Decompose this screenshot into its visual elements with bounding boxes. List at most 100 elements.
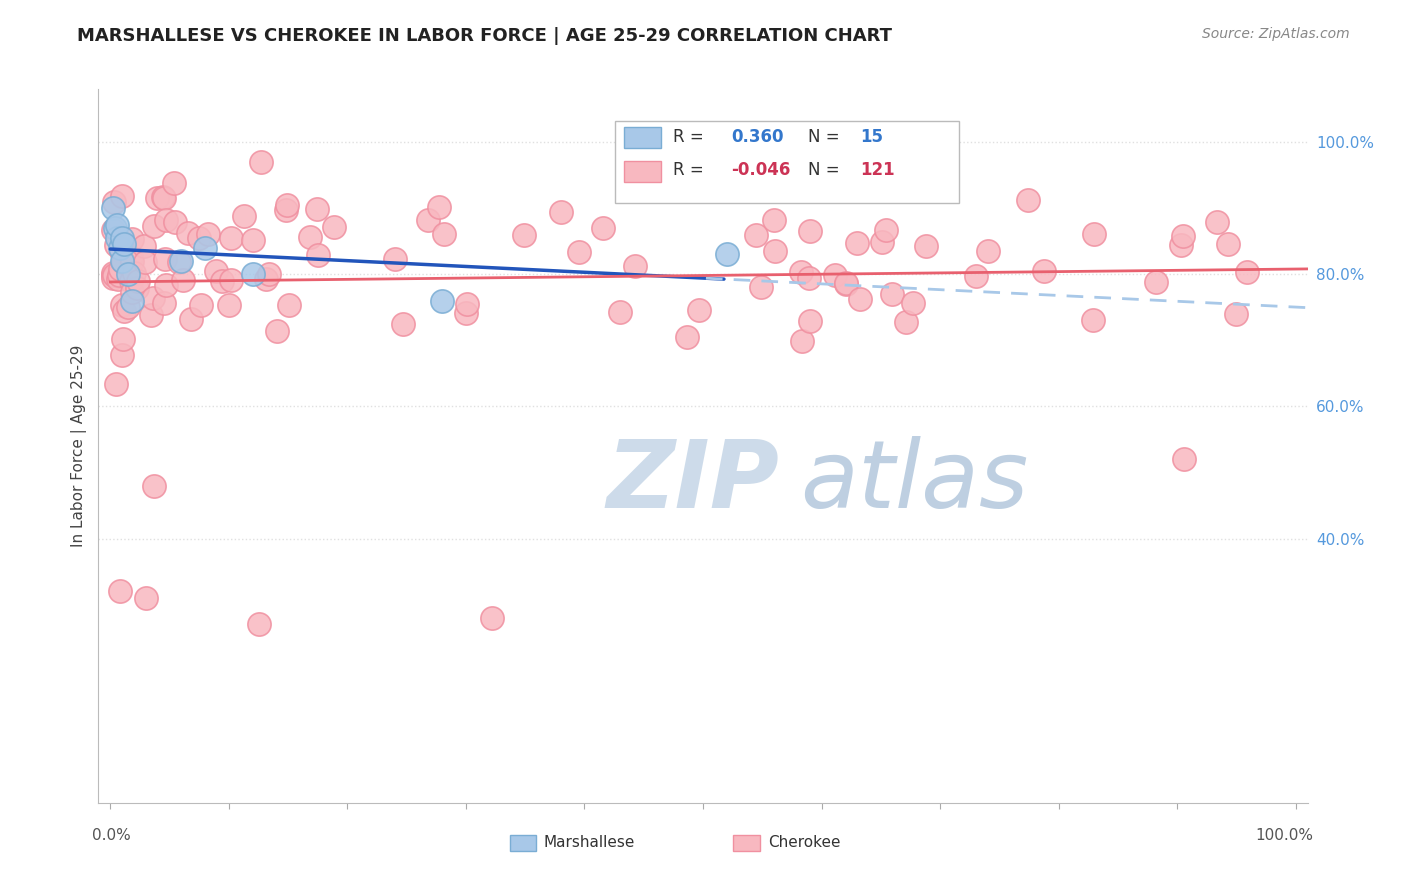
Point bbox=[111, 231, 134, 245]
Point bbox=[870, 235, 893, 250]
Point bbox=[745, 227, 768, 242]
Point bbox=[768, 154, 790, 169]
Point bbox=[266, 324, 288, 338]
Point bbox=[592, 221, 614, 235]
Point bbox=[101, 268, 124, 283]
Point bbox=[103, 195, 125, 210]
Point bbox=[882, 287, 904, 301]
Point bbox=[117, 301, 139, 315]
Point bbox=[391, 317, 413, 331]
Point bbox=[211, 275, 233, 289]
Point bbox=[299, 230, 322, 244]
Point bbox=[120, 250, 142, 264]
FancyBboxPatch shape bbox=[624, 161, 661, 182]
Point bbox=[105, 231, 128, 245]
Point bbox=[242, 233, 264, 247]
Point bbox=[205, 264, 228, 278]
Point bbox=[105, 238, 128, 252]
Text: R =: R = bbox=[672, 128, 703, 146]
Point bbox=[142, 219, 165, 234]
Point bbox=[276, 198, 298, 212]
Point bbox=[163, 177, 186, 191]
Point bbox=[276, 202, 298, 217]
Point bbox=[247, 617, 270, 632]
Point bbox=[799, 314, 821, 328]
Point bbox=[180, 312, 202, 326]
Point bbox=[194, 241, 217, 255]
Point bbox=[1083, 227, 1105, 241]
Point bbox=[454, 306, 477, 320]
Point bbox=[121, 285, 143, 299]
Point bbox=[135, 591, 157, 605]
Text: MARSHALLESE VS CHEROKEE IN LABOR FORCE | AGE 25-29 CORRELATION CHART: MARSHALLESE VS CHEROKEE IN LABOR FORCE |… bbox=[77, 27, 893, 45]
Point bbox=[121, 232, 143, 246]
Point bbox=[167, 255, 190, 269]
Text: N =: N = bbox=[808, 128, 839, 146]
Point bbox=[112, 304, 135, 318]
Point bbox=[763, 212, 786, 227]
Point bbox=[172, 272, 194, 286]
FancyBboxPatch shape bbox=[734, 835, 759, 851]
Point bbox=[121, 293, 143, 308]
Point bbox=[104, 221, 127, 235]
Point bbox=[1205, 215, 1227, 229]
Text: Marshallese: Marshallese bbox=[543, 835, 634, 850]
Point bbox=[111, 298, 134, 312]
FancyBboxPatch shape bbox=[624, 127, 661, 148]
Point bbox=[155, 278, 177, 293]
Point bbox=[894, 314, 917, 328]
Point bbox=[1236, 265, 1258, 279]
Point bbox=[232, 209, 254, 223]
Point bbox=[799, 224, 821, 238]
FancyBboxPatch shape bbox=[614, 121, 959, 203]
Point bbox=[104, 376, 127, 391]
Point bbox=[112, 255, 135, 269]
Point bbox=[101, 271, 124, 285]
Point bbox=[824, 268, 846, 283]
Point bbox=[142, 291, 165, 305]
Point bbox=[1173, 228, 1195, 243]
Point bbox=[110, 261, 132, 276]
Point bbox=[111, 348, 134, 362]
Point bbox=[197, 227, 219, 242]
Point bbox=[120, 275, 142, 289]
Point bbox=[132, 239, 155, 253]
Point bbox=[108, 241, 131, 255]
Point bbox=[792, 334, 814, 349]
Point bbox=[965, 268, 987, 283]
Point bbox=[1173, 452, 1195, 467]
Point bbox=[416, 212, 439, 227]
Point bbox=[139, 308, 162, 322]
Point bbox=[121, 254, 143, 268]
Point bbox=[152, 190, 174, 204]
Point bbox=[763, 244, 786, 258]
Text: 121: 121 bbox=[860, 161, 894, 178]
Point bbox=[108, 268, 131, 282]
Point bbox=[915, 239, 938, 253]
Point bbox=[513, 227, 536, 242]
Point bbox=[146, 191, 169, 205]
Point bbox=[114, 237, 136, 252]
Point bbox=[101, 201, 124, 215]
Point bbox=[221, 231, 243, 245]
Point bbox=[101, 223, 124, 237]
Point bbox=[624, 259, 647, 273]
Text: ZIP: ZIP bbox=[606, 435, 779, 528]
Point bbox=[790, 265, 813, 279]
Text: 15: 15 bbox=[860, 128, 883, 146]
Text: 0.360: 0.360 bbox=[731, 128, 783, 146]
Point bbox=[112, 332, 135, 346]
Point bbox=[177, 226, 200, 240]
Point bbox=[688, 302, 710, 317]
Point bbox=[846, 236, 869, 251]
Point bbox=[433, 227, 456, 242]
Point bbox=[127, 274, 149, 288]
FancyBboxPatch shape bbox=[509, 835, 536, 851]
Point bbox=[675, 330, 697, 344]
Point bbox=[1225, 307, 1247, 321]
Point bbox=[977, 244, 1000, 259]
Point bbox=[127, 281, 149, 295]
Point bbox=[101, 266, 124, 280]
Point bbox=[609, 305, 631, 319]
Point bbox=[1144, 275, 1167, 289]
